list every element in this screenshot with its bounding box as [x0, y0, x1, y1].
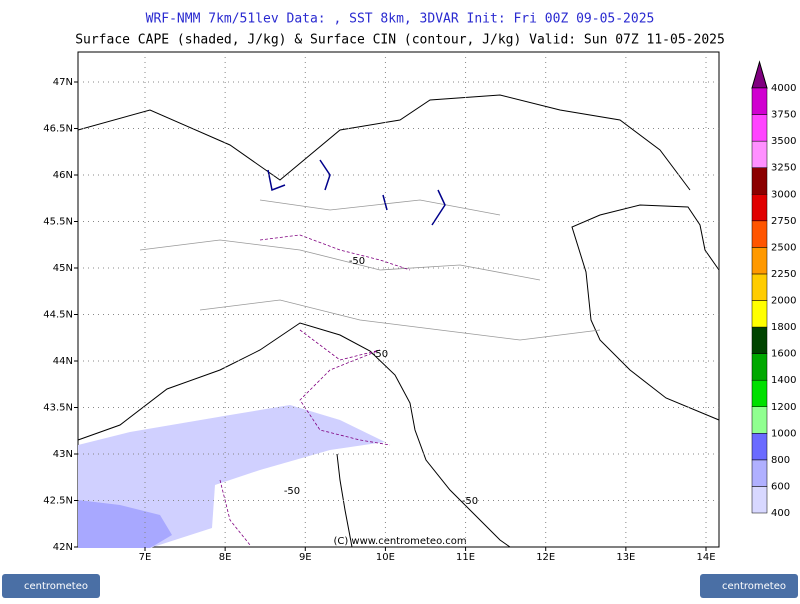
contour-label: -50: [462, 496, 478, 507]
copyright: (C) www.centrometeo.com: [333, 536, 466, 547]
lon-label: 11E: [456, 552, 475, 563]
colorbar-segment: [751, 247, 768, 275]
contour-label: -50: [349, 256, 365, 267]
colorbar-segment: [751, 300, 768, 328]
colorbar-label: 1400: [771, 375, 796, 386]
lon-label: 8E: [219, 552, 232, 563]
map: -50 -50 -50 -50 (C) www.centrometeo.com …: [43, 51, 720, 563]
contour-label: -50: [284, 486, 300, 497]
cape-shade: [78, 500, 172, 548]
lat-label: 43N: [53, 449, 73, 460]
lakes: [267, 159, 446, 226]
lat-label: 46N: [53, 170, 73, 181]
lat-label: 42.5N: [43, 496, 73, 507]
lat-label: 45N: [53, 263, 73, 274]
lat-label: 46.5N: [43, 124, 73, 135]
coastline: [336, 453, 353, 548]
colorbar-label: 600: [771, 481, 790, 492]
colorbar-label: 1200: [771, 402, 796, 413]
coastline: [77, 322, 511, 548]
lon-label: 13E: [616, 552, 635, 563]
colorbar-label: 1600: [771, 349, 796, 360]
colorbar-label: 3250: [771, 163, 796, 174]
colorbar-label: 2000: [771, 296, 796, 307]
lon-label: 14E: [696, 552, 715, 563]
colorbar-label: 400: [771, 508, 790, 519]
lat-label: 45.5N: [43, 217, 73, 228]
colorbar-segment: [751, 379, 768, 407]
lat-label: 43.5N: [43, 403, 73, 414]
colorbar-label: 3750: [771, 110, 796, 121]
colorbar-label: 2750: [771, 216, 796, 227]
cape-shade: [78, 405, 385, 548]
colorbar-label: 1000: [771, 428, 796, 439]
colorbar-label: 1800: [771, 322, 796, 333]
logo-box[interactable]: [700, 574, 798, 598]
lon-label: 12E: [536, 552, 555, 563]
colorbar-segment: [751, 194, 768, 222]
colorbar-segment: [751, 114, 768, 142]
colorbar-label: 2500: [771, 242, 796, 253]
colorbar-segment: [751, 406, 768, 434]
logo[interactable]: centrometeo: [700, 574, 798, 598]
lon-label: 10E: [376, 552, 395, 563]
cin-contour: [219, 234, 411, 546]
colorbar-segment: [751, 167, 768, 195]
logo-text[interactable]: centrometeo: [722, 581, 786, 592]
colorbar-label: 3000: [771, 189, 796, 200]
colorbar-segment: [751, 353, 768, 381]
contour-label: -50: [372, 349, 388, 360]
logo[interactable]: centrometeo: [2, 574, 100, 598]
lat-label: 44N: [53, 356, 73, 367]
coastline: [571, 204, 720, 421]
logo-text[interactable]: centrometeo: [24, 581, 88, 592]
colorbar-label: 800: [771, 455, 790, 466]
colorbar-segment: [751, 459, 768, 487]
colorbar-segment: [751, 486, 768, 514]
lat-label: 44.5N: [43, 310, 73, 321]
colorbar: 400 600 800 1000 1200 1400 1600 1800 2000 2250 250…: [751, 60, 796, 519]
border: [77, 94, 691, 191]
colorbar-segment: [751, 140, 768, 168]
lat-label: 42N: [53, 542, 73, 553]
colorbar-segment: [751, 220, 768, 248]
subtitle: Surface CAPE (shaded, J/kg) & Surface CI…: [75, 33, 725, 48]
title: WRF-NMM 7km/51lev Data: , SST 8km, 3DVAR…: [146, 12, 655, 27]
colorbar-segment: [751, 326, 768, 354]
lon-label: 9E: [299, 552, 312, 563]
logo-box[interactable]: [2, 574, 100, 598]
colorbar-label: 4000: [771, 83, 796, 94]
colorbar-label: 2250: [771, 269, 796, 280]
lat-label: 47N: [53, 77, 73, 88]
colorbar-label: 3500: [771, 136, 796, 147]
colorbar-segment: [751, 87, 768, 115]
lon-label: 7E: [139, 552, 152, 563]
colorbar-segment: [751, 433, 768, 461]
colorbar-segment: [751, 273, 768, 301]
